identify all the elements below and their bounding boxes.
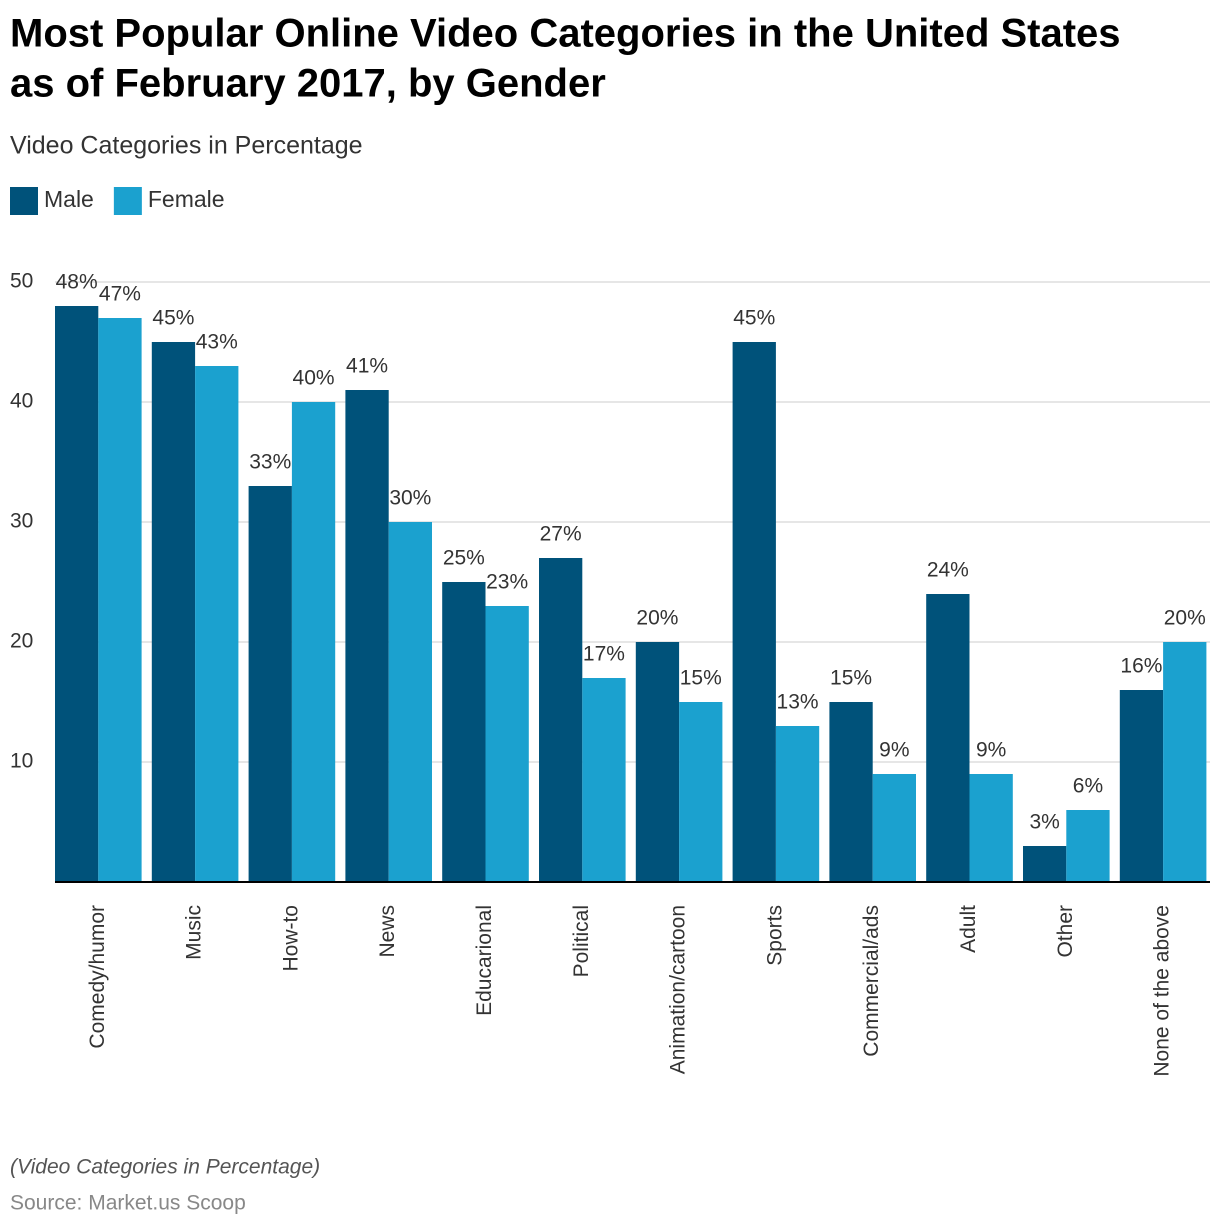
y-tick-label: 30 [10, 510, 33, 533]
value-label: 45% [733, 307, 775, 330]
value-label: 43% [196, 331, 238, 354]
bar [442, 582, 486, 882]
y-tick-label: 50 [10, 270, 33, 293]
value-label: 9% [976, 739, 1006, 762]
x-tick-label: Adult [957, 905, 980, 953]
bar [775, 726, 820, 882]
bar [829, 702, 873, 882]
legend-swatch [113, 187, 142, 215]
bar [872, 774, 916, 882]
value-label: 27% [540, 523, 582, 546]
legend-label: Male [44, 186, 94, 212]
x-tick-label: Commercial/ads [860, 905, 883, 1057]
y-tick-label: 10 [10, 750, 33, 773]
chart-title: Most Popular Online Video Categories in … [10, 12, 1121, 56]
bar [635, 642, 680, 882]
value-label: 41% [346, 355, 388, 378]
x-tick-label: Music [183, 905, 206, 960]
value-label: 15% [830, 667, 872, 690]
bar [195, 366, 239, 882]
chart-title: as of February 2017, by Gender [10, 62, 606, 106]
x-tick-label: News [376, 905, 399, 958]
value-label: 25% [443, 547, 485, 570]
value-label: 6% [1073, 775, 1103, 798]
bar [98, 318, 142, 882]
bar [732, 342, 776, 882]
bar [485, 606, 529, 882]
x-tick-label: Educarional [473, 905, 496, 1016]
value-label: 23% [486, 571, 528, 594]
bar [539, 558, 583, 882]
bar [1066, 810, 1110, 882]
bar [926, 594, 970, 882]
bar [582, 678, 626, 882]
value-label: 3% [1029, 811, 1059, 834]
value-label: 20% [1164, 607, 1206, 630]
value-label: 13% [777, 691, 819, 714]
note: (Video Categories in Percentage) [10, 1156, 320, 1179]
value-label: 9% [879, 739, 909, 762]
value-label: 47% [99, 283, 141, 306]
x-tick-label: How-to [279, 905, 302, 972]
value-label: 17% [583, 643, 625, 666]
bar [291, 402, 336, 882]
bar [679, 702, 723, 882]
x-tick-label: Other [1054, 905, 1077, 958]
bar [1119, 690, 1164, 882]
legend-label: Female [148, 186, 225, 212]
bar [151, 342, 196, 882]
y-tick-label: 20 [10, 630, 33, 653]
value-label: 16% [1120, 655, 1162, 678]
value-label: 15% [680, 667, 722, 690]
legend-swatch [10, 187, 38, 215]
bar [345, 390, 389, 882]
value-label: 24% [927, 559, 969, 582]
source: Source: Market.us Scoop [10, 1192, 246, 1215]
value-label: 33% [249, 451, 291, 474]
x-tick-label: Political [570, 905, 593, 977]
value-label: 45% [152, 307, 194, 330]
bar [388, 522, 432, 882]
x-tick-label: Sports [763, 905, 786, 966]
value-label: 20% [636, 607, 678, 630]
x-tick-label: Animation/cartoon [667, 905, 690, 1074]
x-tick-label: Comedy/humor [86, 905, 109, 1049]
bar [248, 486, 292, 882]
bar [969, 774, 1013, 882]
bar [1163, 642, 1207, 882]
value-label: 40% [293, 367, 335, 390]
bar [55, 306, 99, 882]
value-label: 30% [389, 487, 431, 510]
y-tick-label: 40 [10, 390, 33, 413]
bar [1023, 846, 1067, 882]
value-label: 48% [56, 271, 98, 294]
chart-subtitle: Video Categories in Percentage [10, 132, 363, 160]
x-tick-label: None of the above [1151, 905, 1174, 1077]
